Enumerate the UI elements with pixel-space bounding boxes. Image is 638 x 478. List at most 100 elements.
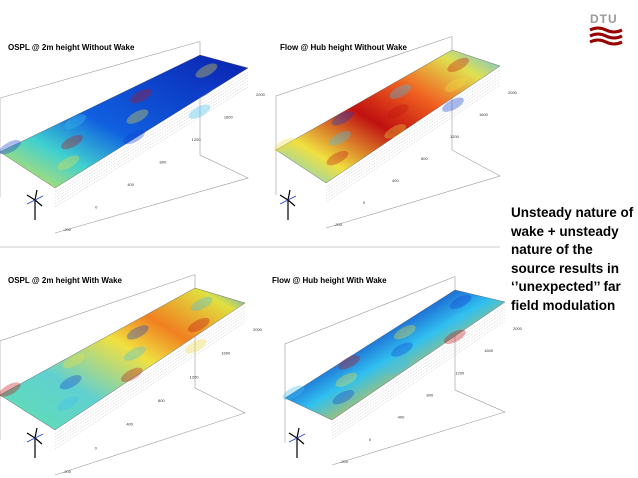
- tick-label: -200: [63, 227, 72, 232]
- surface-patch: [0, 382, 21, 397]
- mesh-line: [331, 314, 506, 434]
- mesh-line: [331, 311, 506, 431]
- tick-label: 1200: [192, 137, 202, 142]
- surface-patch: [443, 329, 466, 344]
- surface-patch: [386, 104, 409, 119]
- turbine-axis: [279, 195, 297, 205]
- turbine-icon: [279, 189, 296, 220]
- surface-patch: [184, 339, 207, 354]
- mesh-line: [325, 72, 501, 191]
- tick-label: 1600: [221, 351, 231, 356]
- tick-label: -200: [334, 222, 343, 227]
- turbine-axis: [26, 195, 44, 205]
- mesh-line: [331, 320, 506, 440]
- mesh-line: [54, 306, 246, 435]
- tick-label: 800: [160, 160, 167, 165]
- mesh-line: [54, 318, 246, 447]
- tick-label: -200: [63, 469, 72, 474]
- surface-patch: [126, 325, 149, 340]
- logo: DTU: [590, 12, 618, 26]
- surface-patch: [59, 375, 82, 390]
- axis-frame: [0, 274, 196, 440]
- caption-line: wake + unsteady: [511, 223, 619, 239]
- axis-frame: [54, 41, 249, 234]
- surface-patch: [123, 346, 146, 361]
- turbine-icon: [26, 427, 43, 458]
- tick-label: 2000: [253, 327, 263, 332]
- tick-label: -200: [340, 459, 349, 464]
- surface-patch: [332, 390, 355, 405]
- surface-patch: [0, 139, 21, 155]
- mesh-line: [325, 75, 501, 194]
- surface-patch: [391, 342, 413, 357]
- surface: [0, 287, 246, 431]
- surface-patch: [120, 367, 143, 383]
- caption-line: Unsteady nature of: [511, 205, 634, 220]
- surface-patch: [329, 131, 351, 146]
- mesh-line: [331, 308, 506, 428]
- surface-patch: [64, 114, 87, 129]
- panel-title: OSPL @ 2m height Without Wake: [8, 43, 135, 52]
- surface-patch: [446, 312, 469, 327]
- surface-patch: [282, 385, 305, 400]
- mesh-line: [54, 321, 246, 450]
- tick-label: 0: [363, 200, 366, 205]
- tick-label: 1200: [190, 374, 200, 379]
- panel-title: Flow @ Hub height Without Wake: [280, 43, 408, 52]
- tick-label: 2000: [513, 326, 523, 331]
- tick-label: 400: [126, 422, 133, 427]
- surface-patch: [57, 155, 80, 170]
- turbine-icon: [288, 427, 305, 458]
- mesh-line: [54, 309, 246, 438]
- tick-label: 1200: [450, 134, 460, 139]
- tick-label: 400: [398, 415, 405, 420]
- mesh-line: [54, 315, 246, 444]
- surface-patch: [61, 134, 83, 150]
- turbine-axis: [26, 433, 44, 443]
- turbine-icon: [26, 189, 43, 220]
- surface-patch: [449, 294, 472, 310]
- tick-label: 1200: [455, 370, 465, 375]
- tick-label: 0: [95, 205, 98, 210]
- caption-line: ‘’unexpected’’ far: [511, 279, 621, 294]
- mesh-line: [325, 69, 501, 188]
- surface-patch: [130, 88, 152, 104]
- caption-line: nature of the: [511, 242, 593, 257]
- tick-label: 400: [127, 182, 134, 187]
- surface-patch: [384, 124, 407, 139]
- surface-patch: [388, 359, 410, 375]
- surface: [284, 289, 506, 421]
- panel-title: Flow @ Hub height With Wake: [272, 276, 387, 285]
- axis-frame: [275, 36, 453, 195]
- surface-patch: [195, 63, 218, 78]
- tick-label: 800: [421, 156, 428, 161]
- tick-label: 800: [427, 393, 434, 398]
- panel-title: OSPL @ 2m height With Wake: [8, 276, 123, 285]
- tick-label: 0: [369, 437, 372, 442]
- surface-patch: [447, 57, 470, 73]
- mesh-line: [325, 78, 501, 197]
- tick-label: 1600: [484, 348, 494, 353]
- surface-patch: [190, 296, 213, 312]
- surface-patch: [56, 396, 79, 411]
- axis-frame: [0, 41, 201, 197]
- axis-frame: [284, 276, 456, 443]
- surface-patch: [394, 325, 416, 340]
- mesh-line: [54, 312, 246, 441]
- surface-patch: [126, 109, 149, 124]
- tick-label: 400: [392, 178, 399, 183]
- surface-patch: [338, 355, 361, 370]
- mesh-line: [331, 317, 506, 437]
- surface-patch: [442, 97, 464, 112]
- surface-patch: [123, 129, 145, 145]
- tick-label: 1600: [479, 112, 489, 117]
- tick-label: 0: [95, 445, 98, 450]
- tick-label: 800: [158, 398, 165, 403]
- surface-patch: [192, 83, 214, 99]
- surface-patch: [62, 353, 85, 369]
- surface-patch: [444, 77, 467, 92]
- surface: [275, 49, 501, 184]
- mesh-line: [325, 84, 501, 203]
- surface-patch: [187, 317, 210, 333]
